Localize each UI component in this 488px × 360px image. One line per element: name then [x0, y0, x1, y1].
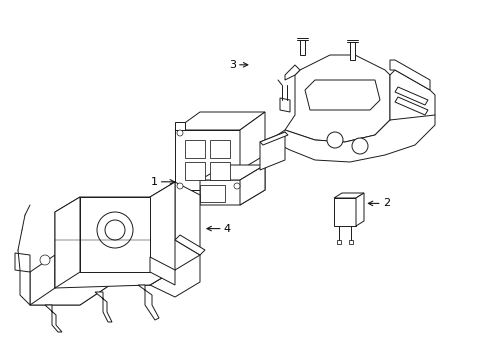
Polygon shape — [80, 197, 150, 272]
Polygon shape — [175, 112, 264, 130]
Text: 4: 4 — [206, 224, 230, 234]
Polygon shape — [95, 292, 112, 322]
Polygon shape — [20, 262, 30, 305]
Polygon shape — [175, 130, 240, 190]
Polygon shape — [260, 132, 287, 145]
Circle shape — [351, 138, 367, 154]
Polygon shape — [240, 112, 264, 170]
Polygon shape — [389, 60, 429, 90]
Polygon shape — [394, 97, 427, 115]
Polygon shape — [285, 55, 389, 142]
Polygon shape — [200, 165, 264, 205]
Circle shape — [97, 212, 133, 248]
Circle shape — [326, 132, 342, 148]
Polygon shape — [209, 140, 229, 158]
Polygon shape — [349, 42, 354, 60]
Polygon shape — [348, 240, 352, 244]
Circle shape — [234, 183, 240, 189]
Polygon shape — [285, 65, 299, 80]
Polygon shape — [138, 285, 159, 320]
Polygon shape — [336, 240, 340, 244]
Polygon shape — [299, 40, 305, 55]
Polygon shape — [200, 165, 264, 180]
Circle shape — [177, 130, 183, 136]
Polygon shape — [269, 105, 434, 162]
Polygon shape — [30, 182, 175, 305]
Polygon shape — [355, 193, 363, 226]
Polygon shape — [175, 235, 204, 255]
Circle shape — [105, 220, 125, 240]
Circle shape — [177, 183, 183, 189]
Polygon shape — [150, 182, 200, 297]
Polygon shape — [200, 185, 224, 202]
Polygon shape — [333, 193, 363, 198]
Polygon shape — [184, 162, 204, 180]
Polygon shape — [184, 140, 204, 158]
Circle shape — [40, 255, 50, 265]
Polygon shape — [175, 122, 184, 130]
Polygon shape — [30, 255, 55, 305]
Polygon shape — [260, 132, 285, 170]
Polygon shape — [240, 165, 264, 205]
Polygon shape — [305, 80, 379, 110]
Polygon shape — [389, 70, 434, 120]
Polygon shape — [15, 253, 30, 272]
Polygon shape — [333, 198, 355, 226]
Polygon shape — [280, 98, 289, 112]
Polygon shape — [45, 305, 62, 332]
Polygon shape — [30, 240, 200, 305]
Polygon shape — [394, 87, 427, 105]
Text: 3: 3 — [228, 60, 247, 70]
Polygon shape — [55, 182, 175, 288]
Polygon shape — [150, 257, 175, 285]
Text: 1: 1 — [150, 177, 174, 187]
Polygon shape — [209, 162, 229, 180]
Polygon shape — [55, 197, 80, 288]
Text: 2: 2 — [367, 198, 389, 208]
